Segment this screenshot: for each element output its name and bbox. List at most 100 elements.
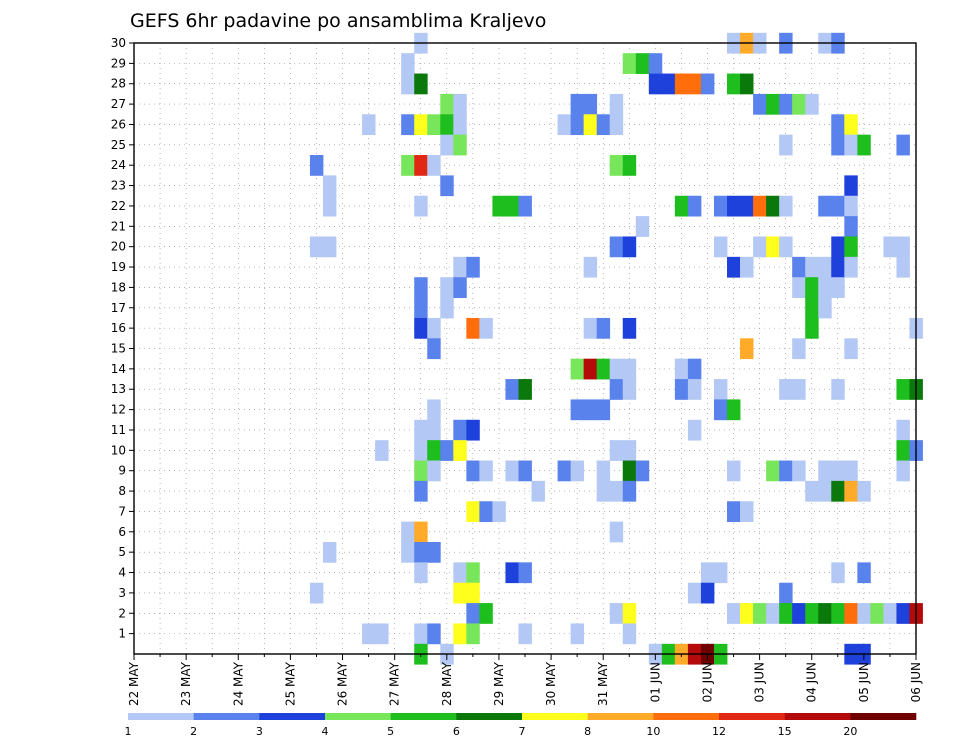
- heatmap-cell: [779, 93, 793, 115]
- heatmap-cell: [466, 603, 480, 624]
- heatmap-cell: [766, 195, 780, 217]
- heatmap-cell: [857, 134, 871, 156]
- heatmap-cell: [609, 236, 624, 258]
- heatmap-cell: [622, 603, 637, 624]
- legend-label: 15: [778, 725, 792, 738]
- heatmap-cell: [453, 256, 467, 278]
- heatmap-cell: [609, 379, 624, 400]
- y-tick-label: 12: [111, 403, 126, 417]
- heatmap-cell: [805, 256, 819, 278]
- heatmap-cell: [622, 236, 637, 258]
- heatmap-cell: [674, 195, 689, 217]
- heatmap-cell: [414, 317, 428, 339]
- y-tick-label: 4: [118, 566, 126, 580]
- heatmap-cell: [518, 379, 532, 400]
- heatmap-cell: [831, 379, 845, 400]
- heatmap-cell: [740, 501, 754, 523]
- heatmap-cell: [414, 440, 428, 461]
- heatmap-cell: [401, 73, 415, 95]
- heatmap-cell: [414, 73, 428, 95]
- heatmap-cell: [792, 256, 806, 278]
- heatmap-cell: [896, 379, 910, 400]
- heatmap-cell: [831, 134, 845, 156]
- heatmap-cell: [844, 603, 858, 624]
- heatmap-cell: [766, 93, 780, 115]
- heatmap-cell: [609, 440, 624, 461]
- heatmap-cell: [805, 277, 819, 298]
- heatmap-cell: [583, 114, 598, 136]
- heatmap-cell: [896, 603, 910, 624]
- legend-label: 1: [125, 725, 132, 738]
- heatmap-cell: [453, 440, 467, 461]
- heatmap-cell: [427, 155, 441, 176]
- heatmap-cell: [596, 399, 611, 421]
- heatmap-cell: [309, 155, 324, 176]
- heatmap-cell: [779, 134, 793, 156]
- heatmap-cell: [609, 93, 624, 115]
- heatmap-cell: [466, 562, 480, 584]
- heatmap-cell: [466, 419, 480, 441]
- y-tick-label: 29: [111, 56, 126, 70]
- heatmap-cell: [414, 155, 428, 176]
- legend-swatch: [193, 713, 260, 720]
- heatmap-cell: [713, 562, 728, 584]
- heatmap-cell: [414, 114, 428, 136]
- heatmap-cell: [622, 155, 637, 176]
- heatmap-cell: [792, 277, 806, 298]
- heatmap-cell: [362, 114, 376, 136]
- legend-label: 4: [322, 725, 329, 738]
- y-tick-label: 30: [111, 36, 126, 50]
- heatmap-cell: [687, 419, 702, 441]
- heatmap-cell: [609, 480, 624, 502]
- heatmap-cell: [596, 317, 611, 339]
- heatmap-cell: [557, 114, 572, 136]
- heatmap-cell: [818, 297, 832, 319]
- heatmap-cell: [570, 114, 585, 136]
- heatmap-cell: [727, 195, 741, 217]
- heatmap-cells: [309, 32, 923, 665]
- heatmap-cell: [401, 155, 415, 176]
- legend-label: 8: [584, 725, 591, 738]
- heatmap-cell: [779, 379, 793, 400]
- y-tick-label: 15: [111, 342, 126, 356]
- heatmap-cell: [570, 460, 585, 482]
- heatmap-cell: [570, 358, 585, 380]
- heatmap-cell: [831, 236, 845, 258]
- heatmap-cell: [440, 175, 454, 197]
- x-tick-label: 01 JUN: [648, 662, 662, 702]
- heatmap-cell: [740, 338, 754, 360]
- heatmap-cell: [440, 277, 454, 298]
- heatmap-cell: [362, 623, 376, 645]
- y-tick-label: 22: [111, 199, 126, 213]
- y-tick-label: 16: [111, 321, 126, 335]
- heatmap-cell: [700, 73, 715, 95]
- legend-label: 20: [843, 725, 857, 738]
- legend-label: 6: [453, 725, 460, 738]
- legend-swatch: [587, 713, 654, 720]
- heatmap-cell: [700, 582, 715, 604]
- x-tick-label: 24 MAY: [231, 661, 245, 706]
- heatmap-cell: [779, 603, 793, 624]
- heatmap-cell: [740, 73, 754, 95]
- heatmap-cell: [818, 277, 832, 298]
- y-tick-label: 5: [118, 545, 126, 559]
- heatmap-cell: [609, 114, 624, 136]
- heatmap-cell: [635, 53, 650, 74]
- heatmap-cell: [518, 623, 532, 645]
- x-tick-label: 22 MAY: [127, 661, 141, 706]
- x-tick-label: 05 JUN: [857, 662, 871, 702]
- heatmap-cell: [414, 195, 428, 217]
- heatmap-cell: [674, 358, 689, 380]
- heatmap-cell: [753, 195, 767, 217]
- x-tick-label: 26 MAY: [336, 661, 350, 706]
- heatmap-cell: [727, 256, 741, 278]
- legend-swatch: [719, 713, 785, 720]
- y-tick-label: 8: [118, 484, 126, 498]
- x-tick-label: 06 JUN: [909, 662, 923, 702]
- heatmap-cell: [427, 338, 441, 360]
- heatmap-cell: [401, 114, 415, 136]
- y-tick-label: 21: [111, 219, 126, 233]
- heatmap-cell: [440, 297, 454, 319]
- heatmap-cell: [687, 195, 702, 217]
- heatmap-cell: [453, 623, 467, 645]
